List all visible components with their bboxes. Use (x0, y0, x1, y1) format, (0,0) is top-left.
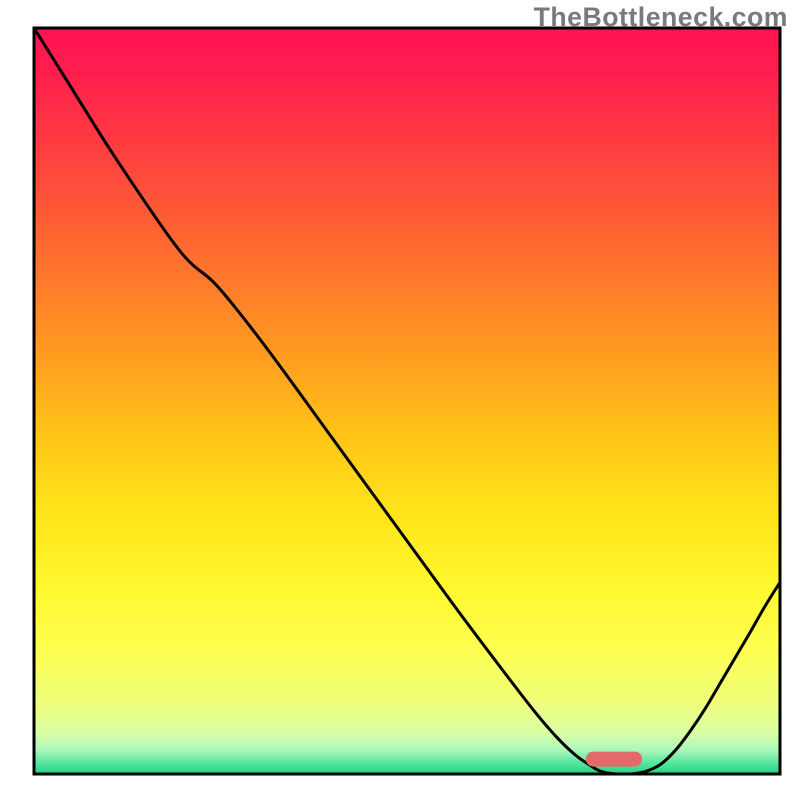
chart-background-gradient (34, 28, 780, 774)
watermark-text: TheBottleneck.com (534, 2, 788, 33)
chart-svg (0, 0, 800, 800)
optimal-range-bar (586, 752, 642, 767)
